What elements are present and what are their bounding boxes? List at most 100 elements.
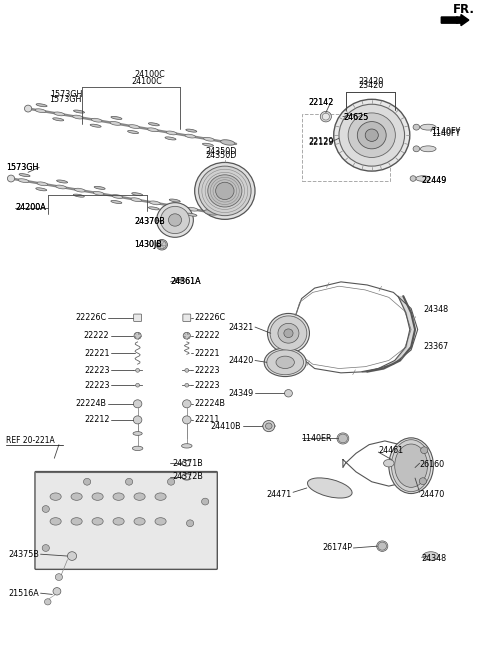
Text: 22142: 22142 [308,98,334,107]
Text: 22224B: 22224B [76,399,107,408]
Circle shape [182,416,191,424]
Circle shape [185,384,189,387]
Circle shape [263,420,275,432]
Text: 22129: 22129 [308,138,334,147]
Ellipse shape [56,185,66,189]
Ellipse shape [53,118,64,121]
FancyBboxPatch shape [183,314,191,321]
Text: 22223: 22223 [84,380,109,390]
Circle shape [334,99,410,171]
Text: 24349: 24349 [228,389,254,397]
Ellipse shape [132,193,143,196]
Circle shape [284,329,293,338]
Circle shape [185,369,189,373]
Text: 1140FY: 1140FY [431,127,460,136]
Text: 22223: 22223 [84,366,109,375]
Circle shape [186,520,194,527]
FancyBboxPatch shape [35,472,217,570]
Circle shape [183,332,191,339]
Ellipse shape [18,179,29,183]
Circle shape [168,214,181,226]
Ellipse shape [181,443,192,448]
Text: 24100C: 24100C [134,70,165,79]
Text: 24470: 24470 [420,489,445,499]
Text: 1430JB: 1430JB [134,240,162,249]
Circle shape [202,498,209,505]
Text: 24375B: 24375B [8,550,39,558]
Text: 26160: 26160 [420,460,445,469]
Ellipse shape [111,200,122,204]
Text: 24348: 24348 [423,306,448,314]
Text: FR.: FR. [453,3,474,16]
Text: 24350D: 24350D [205,147,237,156]
Ellipse shape [113,518,124,525]
Circle shape [7,175,14,182]
Ellipse shape [203,143,214,147]
Text: 24625: 24625 [343,114,368,122]
Ellipse shape [50,493,61,501]
Circle shape [134,332,141,339]
Ellipse shape [36,104,47,106]
Circle shape [348,113,396,158]
Text: 22211: 22211 [195,415,220,424]
Ellipse shape [169,199,180,202]
Circle shape [156,202,193,237]
Text: 24420: 24420 [228,356,254,365]
Text: 24370B: 24370B [134,217,165,227]
Text: 22212: 22212 [84,415,109,424]
Ellipse shape [150,201,160,205]
Ellipse shape [262,424,276,428]
Ellipse shape [72,115,84,119]
Ellipse shape [111,116,122,120]
Text: 24200A: 24200A [15,203,46,212]
Text: 22223: 22223 [195,380,220,390]
Circle shape [199,166,251,215]
Circle shape [270,316,307,351]
Circle shape [278,323,299,343]
Ellipse shape [93,191,104,195]
Ellipse shape [90,124,101,127]
Text: 22226C: 22226C [76,313,107,323]
Ellipse shape [186,213,197,216]
Text: 1573GH: 1573GH [50,90,83,99]
Ellipse shape [147,128,158,131]
Text: 24625: 24625 [343,114,368,122]
Circle shape [320,112,331,122]
Circle shape [133,416,142,424]
Ellipse shape [276,356,294,369]
Text: 26174P: 26174P [322,543,352,553]
Ellipse shape [73,110,84,113]
Ellipse shape [175,277,183,283]
Ellipse shape [129,125,140,129]
Circle shape [420,478,427,485]
Ellipse shape [413,124,420,130]
Circle shape [157,240,166,249]
Text: 24348: 24348 [421,554,447,563]
Circle shape [133,399,142,408]
Circle shape [267,313,310,353]
Circle shape [322,113,329,120]
Ellipse shape [165,137,176,140]
Text: 22129: 22129 [308,137,334,146]
Circle shape [161,206,190,234]
Ellipse shape [73,194,84,197]
Ellipse shape [71,493,82,501]
Ellipse shape [128,131,139,133]
FancyArrow shape [441,14,469,26]
Text: 24372B: 24372B [172,472,203,482]
Ellipse shape [113,493,124,501]
Text: 24370B: 24370B [134,217,165,226]
Ellipse shape [416,175,430,181]
Ellipse shape [186,129,197,132]
Text: 23420: 23420 [359,77,384,85]
Circle shape [339,104,405,166]
Ellipse shape [204,137,214,141]
Ellipse shape [166,131,177,135]
Circle shape [125,478,132,485]
Ellipse shape [57,180,68,183]
Ellipse shape [50,518,61,525]
Ellipse shape [134,493,145,501]
Text: 21516A: 21516A [9,589,39,598]
Circle shape [42,506,49,512]
Text: 24361A: 24361A [170,277,201,286]
